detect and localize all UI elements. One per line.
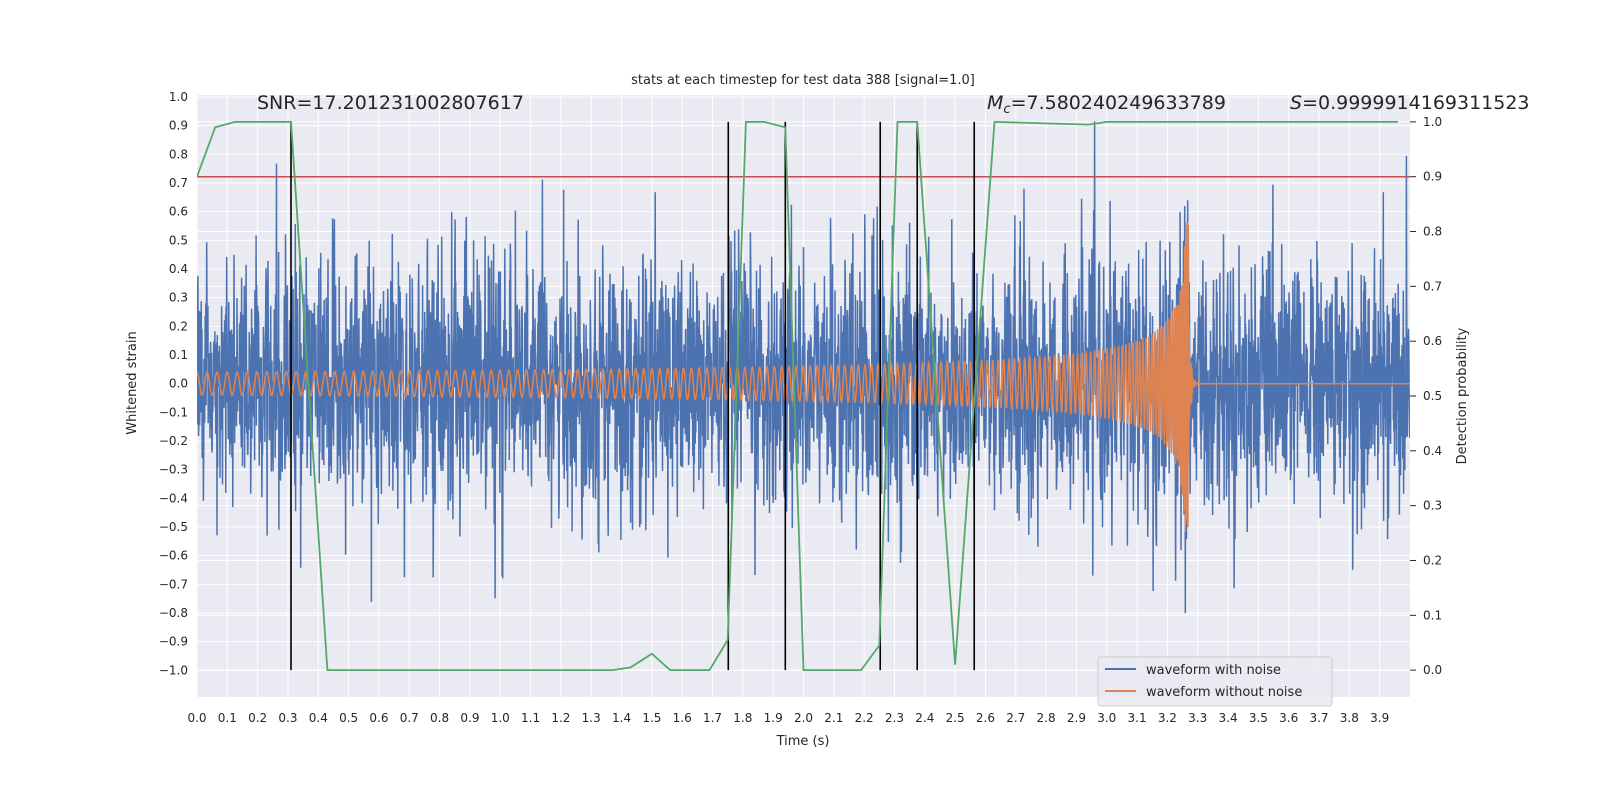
x-tick-label: 2.2 [855,711,874,725]
y-tick-label: −0.8 [159,606,188,620]
y-right-tick-label: 0.5 [1423,389,1442,403]
x-axis-ticks: 0.0 0.1 0.2 0.3 0.4 0.5 0.6 0.7 0.8 0.9 1.0 1.1 1.2 1… [187,711,1389,725]
x-tick-label: 1.4 [612,711,631,725]
x-tick-label: 1.9 [764,711,783,725]
chirp-mass-subscript: c [1003,102,1010,117]
y-tick-label: 0.3 [169,291,188,305]
y-tick-label: 0.8 [169,147,188,161]
x-tick-label: 0.6 [369,711,388,725]
y-right-tick-label: 0.7 [1423,279,1442,293]
y-tick-label: 0.1 [169,348,188,362]
y-tick-label: −0.7 [159,577,188,591]
score-annotation: S=0.9999914169311523 [1290,92,1530,114]
y-axis-label: Whitened strain [125,331,140,434]
x-tick-label: 0.8 [430,711,449,725]
score-value: =0.9999914169311523 [1302,92,1529,114]
legend-label-noisy: waveform with noise [1146,663,1281,678]
y-right-tick-label: 0.0 [1423,663,1442,677]
detection-probability-line [197,120,1398,671]
y-tick-label: −0.9 [159,635,188,649]
x-tick-label: 1.1 [521,711,540,725]
x-tick-label: 3.0 [1097,711,1116,725]
x-tick-label: 0.5 [339,711,358,725]
y-tick-label: 0.2 [169,319,188,333]
y-tick-label: −0.6 [159,549,188,563]
x-tick-label: 0.0 [187,711,206,725]
x-tick-label: 3.8 [1340,711,1359,725]
x-tick-label: 2.0 [794,711,813,725]
y-tick-label: 0.9 [169,119,188,133]
x-tick-label: 2.3 [885,711,904,725]
y-tick-label: 0.7 [169,176,188,190]
y-tick-label: −0.4 [159,491,188,505]
x-tick-label: 2.8 [1037,711,1056,725]
x-tick-label: 3.2 [1158,711,1177,725]
y-right-tick-label: 0.6 [1423,334,1442,348]
snr-annotation: SNR=17.201231002807617 [257,92,524,114]
x-tick-label: 2.4 [915,711,934,725]
y-tick-label: 0.6 [169,205,188,219]
x-tick-label: 1.0 [491,711,510,725]
x-tick-label: 1.8 [733,711,752,725]
chirp-mass-annotation: Mc=7.580240249633789 [987,92,1226,117]
y-right-tick-label: 0.1 [1423,608,1442,622]
chirp-mass-symbol: M [987,92,1003,114]
waveform-without-noise-line [197,221,1410,533]
legend-box [1097,656,1333,707]
x-tick-label: 3.5 [1249,711,1268,725]
x-tick-label: 2.9 [1067,711,1086,725]
y-tick-label: 1.0 [169,90,188,104]
x-tick-label: 2.7 [1006,711,1025,725]
y-right-tick-label: 0.9 [1423,170,1442,184]
y-tick-label: −0.2 [159,434,188,448]
x-tick-label: 3.9 [1370,711,1389,725]
y-axis-right-ticks: 1.0 0.9 0.8 0.7 0.6 0.5 0.4 0.3 0.2 0.1 0.0 [1410,115,1442,677]
x-tick-label: 3.3 [1188,711,1207,725]
waveform-with-noise-line [197,121,1410,614]
x-tick-label: 0.7 [400,711,419,725]
y-tick-label: −0.3 [159,463,188,477]
x-tick-label: 3.1 [1128,711,1147,725]
y-tick-label: −0.1 [159,405,188,419]
y-tick-label: 0.0 [169,377,188,391]
x-tick-label: 2.6 [976,711,995,725]
x-tick-label: 0.3 [278,711,297,725]
chirp-mass-value: =7.580240249633789 [1011,92,1226,114]
y-right-tick-label: 0.4 [1423,444,1442,458]
x-tick-label: 2.1 [824,711,843,725]
x-tick-label: 3.7 [1309,711,1328,725]
y-tick-label: −1.0 [159,663,188,677]
x-tick-label: 1.7 [703,711,722,725]
chart-title: stats at each timestep for test data 388… [631,73,975,88]
x-tick-label: 1.3 [582,711,601,725]
x-tick-label: 1.2 [551,711,570,725]
x-tick-label: 3.4 [1219,711,1238,725]
y-right-tick-label: 0.8 [1423,225,1442,239]
x-tick-label: 3.6 [1279,711,1298,725]
x-tick-label: 1.6 [673,711,692,725]
y-tick-label: 0.5 [169,233,188,247]
x-tick-label: 2.5 [946,711,965,725]
y-tick-label: −0.5 [159,520,188,534]
legend-label-clean: waveform without noise [1146,685,1302,700]
x-tick-label: 0.4 [309,711,328,725]
x-axis-label: Time (s) [776,734,830,749]
y-tick-label: 0.4 [169,262,188,276]
y-right-tick-label: 1.0 [1423,115,1442,129]
y-right-tick-label: 0.2 [1423,553,1442,567]
x-tick-label: 0.9 [460,711,479,725]
legend: waveform with noise waveform without noi… [1097,656,1333,707]
x-tick-label: 1.5 [642,711,661,725]
x-tick-label: 0.1 [218,711,237,725]
y-axis-right-label: Detection probability [1455,327,1470,464]
x-tick-label: 0.2 [248,711,267,725]
y-axis-ticks: 1.0 0.9 0.8 0.7 0.6 0.5 0.4 0.3 0.2 0.1 0.0 −0.1 −0.… [159,90,188,677]
y-right-tick-label: 0.3 [1423,499,1442,513]
score-symbol: S [1290,92,1302,114]
